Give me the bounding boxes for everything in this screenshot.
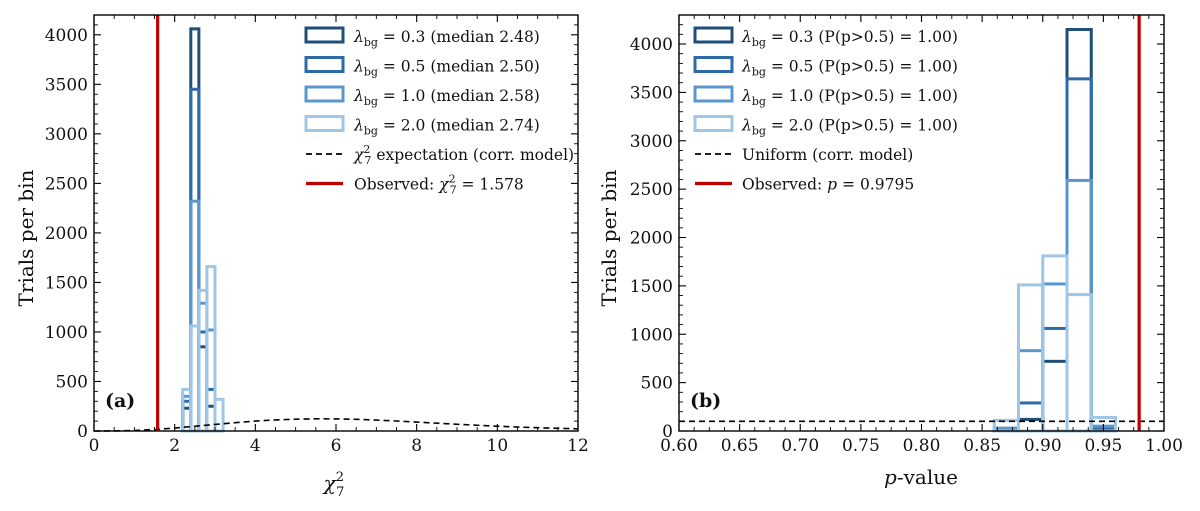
panel-a-tag: (a) <box>105 390 135 412</box>
panel-b-legend-swatch-0 <box>693 26 734 44</box>
panel-a-y-tick-label: 500 <box>56 372 88 392</box>
panel-b-bar-series1-bin3 <box>1065 77 1093 433</box>
panel-a-y-tick-label: 1500 <box>45 273 88 293</box>
panel-b-legend-label-expectation: Uniform (corr. model) <box>742 146 913 164</box>
panel-b-legend-label-2: λbg = 1.0 (P(p>0.5) = 1.00) <box>741 87 958 108</box>
panel-b-y-tick-label: 2000 <box>630 229 673 249</box>
panel-b-bar-series3-bin3 <box>1065 293 1093 433</box>
panel-a-legend-label-observed: Observed: χ2 7 = 1.578 <box>354 173 524 197</box>
panel-a-y-tick-label: 2000 <box>45 224 88 244</box>
panel-a-y-tick-label: 4000 <box>45 26 88 46</box>
panel-a-legend-label-2: λbg = 1.0 (median 2.58) <box>353 87 540 108</box>
panel-b-y-tick-label: 2500 <box>630 180 673 200</box>
panel-a-x-tick-label: 8 <box>411 436 422 456</box>
panel-a-x-axis-label: χ2 7 <box>322 470 345 500</box>
panel-a-y-tick-label: 3500 <box>45 75 88 95</box>
panel-a-y-axis-label: Trials per bin <box>14 169 38 306</box>
panel-b-legend-label-0: λbg = 0.3 (P(p>0.5) = 1.00) <box>741 28 958 49</box>
panel-b-y-tick-label: 1000 <box>630 325 673 345</box>
panel-a: 0 2 4 6 8 10 12 0 500 1000 1500 2000 2500 3000 3500 400… <box>14 14 589 500</box>
panel-b-x-tick-label: 0.60 <box>660 436 698 456</box>
panel-a-legend-swatch-2 <box>304 85 345 103</box>
panel-a-x-tick-label: 0 <box>89 436 100 456</box>
panel-a-x-tick-label: 4 <box>250 436 261 456</box>
panel-b-y-axis-label: Trials per bin <box>597 169 621 306</box>
panel-b-y-tick-label: 1500 <box>630 277 673 297</box>
panel-b-x-axis-label: p-value <box>884 465 958 489</box>
panel-b-y-tick-label: 3000 <box>630 132 673 152</box>
panel-b-x-tick-label: 0.65 <box>721 436 759 456</box>
panel-a-legend-label-expectation: χ2 7 expectation (corr. model) <box>353 143 574 167</box>
panel-b-bar-series0-bin3 <box>1065 28 1093 433</box>
panel-a-y-tick-label: 3000 <box>45 125 88 145</box>
panel-b-legend-swatch-3 <box>693 115 734 132</box>
panel-b-y-tick-label: 3500 <box>630 83 673 103</box>
panel-b-x-tick-label: 0.80 <box>903 436 941 456</box>
panel-b-bar-series2-bin3 <box>1065 178 1093 433</box>
panel-a-legend-swatch-1 <box>304 56 345 73</box>
panel-b-legend-swatch-1 <box>693 56 734 73</box>
panel-b-bar-series1-bin1 <box>1017 401 1045 433</box>
panel-b-tag: (b) <box>690 390 721 412</box>
panel-b-bar-series3-bin1 <box>1017 283 1045 433</box>
panel-a-x-tick-label: 2 <box>169 436 180 456</box>
panel-a-y-tick-label: 1000 <box>45 323 88 343</box>
panel-a-legend-swatch-0 <box>304 26 345 44</box>
panel-b-x-tick-label: 0.75 <box>842 436 880 456</box>
panel-a-legend-label-3: λbg = 2.0 (median 2.74) <box>353 117 540 138</box>
panel-b-x-tick-label: 0.70 <box>781 436 819 456</box>
panel-b-y-tick-label: 500 <box>641 374 673 394</box>
panel-b-bar-series3-bin2 <box>1041 254 1069 433</box>
panel-b-bar-series2-bin2 <box>1041 282 1069 433</box>
panel-b-legend-label-1: λbg = 0.5 (P(p>0.5) = 1.00) <box>741 58 958 79</box>
panel-b-x-tick-label: 0.95 <box>1084 436 1122 456</box>
panel-b-legend-swatch-2 <box>693 85 734 103</box>
panel-a-y-tick-label: 2500 <box>45 174 88 194</box>
panel-a-y-tick-label: 0 <box>77 422 88 442</box>
panel-b-legend-label-3: λbg = 2.0 (P(p>0.5) = 1.00) <box>741 117 958 138</box>
panel-a-x-tick-label: 12 <box>567 436 589 456</box>
panel-a-x-tick-label: 10 <box>487 436 509 456</box>
panel-b-y-tick-label: 0 <box>662 422 673 442</box>
panel-b-x-tick-label: 1.00 <box>1145 436 1183 456</box>
panel-b-plot-area: 0.60 0.65 0.70 0.75 0.80 0.85 0.90 0.95 1.00 0 500… <box>630 14 1183 456</box>
panel-a-legend-swatch-3 <box>304 115 345 132</box>
panel-b-x-tick-label: 0.90 <box>1024 436 1062 456</box>
panel-b: 0.60 0.65 0.70 0.75 0.80 0.85 0.90 0.95 1.00 0 500… <box>597 14 1183 489</box>
panel-b-legend-label-observed: Observed: p = 0.9795 <box>742 176 914 194</box>
panel-b-y-tick-label: 4000 <box>630 35 673 55</box>
panel-a-axes-frame <box>93 14 579 432</box>
panel-b-legend: λbg = 0.3 (P(p>0.5) = 1.00) λbg = 0.5 (P(… <box>693 26 958 194</box>
panel-b-bar-series1-bin2 <box>1041 326 1069 433</box>
panel-a-legend-label-0: λbg = 0.3 (median 2.48) <box>353 28 540 49</box>
panel-a-plot-area: 0 2 4 6 8 10 12 0 500 1000 1500 2000 2500 3000 3500 400… <box>45 14 589 456</box>
panel-a-legend: λbg = 0.3 (median 2.48) λbg = 0.5 (median… <box>304 26 574 197</box>
panel-a-legend-label-1: λbg = 0.5 (median 2.50) <box>353 58 540 79</box>
panel-a-bar-series3-bin4 <box>213 397 225 433</box>
panel-a-x-tick-label: 6 <box>331 436 342 456</box>
panel-b-x-tick-label: 0.85 <box>963 436 1001 456</box>
